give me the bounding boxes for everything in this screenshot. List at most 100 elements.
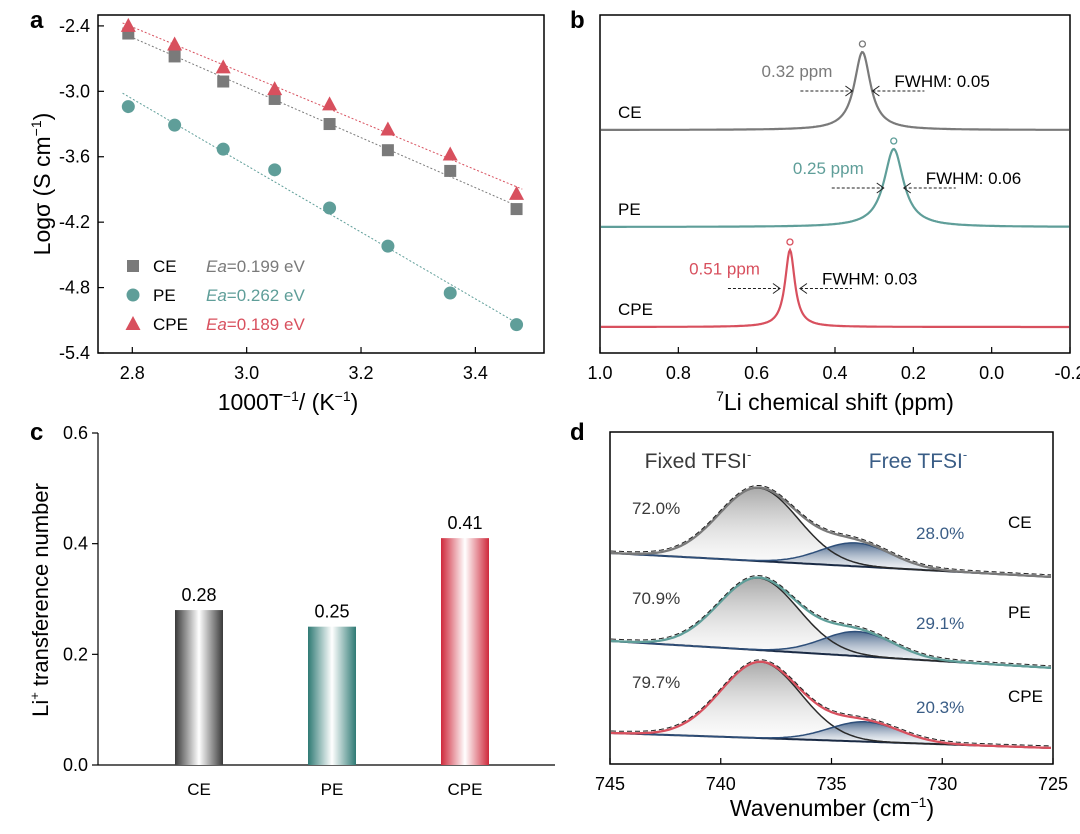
- panel-d-fixed-pct-cpe: 79.7%: [632, 673, 680, 692]
- panel-letter-c: c: [30, 419, 43, 446]
- panel-a-fit-line-pe: [122, 92, 523, 327]
- panel-a-ytick-label: -4.8: [59, 278, 90, 298]
- panel-a-point-cpe: [380, 121, 396, 136]
- panel-d-header-fixed: Fixed TFSI-: [645, 447, 752, 473]
- panel-b-fwhm-label-pe: FWHM: 0.06: [926, 169, 1021, 188]
- panel-d-free-area-pe: [611, 631, 1051, 668]
- panel-d-fixed-area-ce: [611, 488, 1051, 577]
- panel-a-point-cpe: [215, 59, 231, 74]
- panel-b-xlabel: 7Li chemical shift (ppm): [716, 388, 954, 415]
- panel-a-point-ce: [268, 92, 281, 105]
- panel-letter-a: a: [30, 7, 44, 34]
- panel-a-point-cpe: [167, 36, 183, 51]
- panel-a-legend-ea-cpe: Ea=0.189 eV: [206, 315, 305, 334]
- panel-b-arrowhead-left: [845, 85, 854, 97]
- panel-d-envelope-ce: [610, 485, 1052, 576]
- panel-d-xtick-label: 740: [706, 774, 736, 794]
- panel-c-category-label-ce: CE: [187, 780, 211, 799]
- panel-a-xtick-label: 3.0: [234, 363, 259, 383]
- panel-c-ylabel: Li+ transference number: [27, 483, 53, 717]
- panel-b-xtick-label: 0.2: [901, 363, 926, 383]
- panel-d-free-pct-cpe: 20.3%: [916, 698, 964, 717]
- panel-a-point-cpe: [120, 17, 136, 32]
- panel-a-point-cpe: [509, 185, 525, 200]
- panel-a-point-pe: [121, 100, 135, 114]
- panel-a-legend-ea-pe: Ea=0.262 eV: [206, 286, 305, 305]
- panel-d-sample-label-ce: CE: [1008, 513, 1032, 532]
- panel-a-frame: [97, 14, 545, 354]
- panel-letter-d: d: [570, 419, 585, 446]
- panel-a-xtick-label: 3.2: [349, 363, 374, 383]
- panel-letter-b: b: [570, 7, 585, 34]
- panel-a-point-cpe: [322, 96, 338, 111]
- panel-d-fixed-area-pe: [611, 578, 1051, 668]
- panel-b-sample-label-pe: PE: [618, 200, 641, 219]
- panel-a-legend-label-pe: PE: [153, 286, 176, 305]
- panel-d-xtick-label: 730: [927, 774, 957, 794]
- panel-a-legend-marker-pe: [126, 288, 140, 302]
- panel-c-ytick-label: 0.0: [63, 755, 88, 775]
- panel-a-ytick-label: -3.0: [59, 81, 90, 101]
- panel-a-point-pe: [381, 239, 395, 253]
- panel-b-fwhm-label-cpe: FWHM: 0.03: [822, 270, 917, 289]
- panel-d-raman-fits: 745 740 735 730 725 72.0% 28.0% CE 70.9% 29.1% PE…: [595, 431, 1068, 821]
- panel-d-xlabel: Wavenumber (cm−1): [730, 794, 934, 821]
- panel-a-ytick-label: -4.2: [59, 212, 90, 232]
- panel-d-xtick-label: 745: [595, 774, 625, 794]
- panel-a-point-pe: [443, 286, 457, 300]
- panel-b-arrowhead-right: [799, 283, 808, 294]
- panel-a-legend-label-cpe: CPE: [153, 315, 188, 334]
- panel-b-arrowhead-left: [876, 182, 885, 194]
- panel-c-category-label-pe: PE: [321, 780, 344, 799]
- panel-c-ytick-label: 0.4: [63, 534, 88, 554]
- panel-d-fixed-pct-ce: 72.0%: [632, 499, 680, 518]
- panel-b-xtick-label: 1.0: [587, 363, 612, 383]
- panel-d-spectrum-pe: [610, 576, 1052, 670]
- panel-d-envelope-cpe: [611, 659, 1051, 747]
- panel-a-point-pe: [268, 163, 282, 177]
- panel-b-peak-marker-cpe: [786, 238, 794, 246]
- panel-b-xtick-label: 0.6: [744, 363, 769, 383]
- panel-b-spectrum-pe: [601, 147, 1070, 228]
- panel-d-spectrum-ce: [610, 486, 1052, 579]
- panel-d-free-pct-ce: 28.0%: [916, 524, 964, 543]
- panel-a-ylabel: Logσ (S cm−1): [28, 113, 55, 256]
- panel-c-bar-pe: [308, 626, 356, 765]
- panel-a-ytick-label: -3.6: [59, 147, 90, 167]
- panel-b-peak-label-pe: 0.25 ppm: [793, 159, 864, 178]
- panel-d-fixed-area-cpe: [611, 662, 1051, 748]
- panel-b-xtick-label: -0.2: [1054, 363, 1080, 383]
- panel-a-fit-line-ce: [122, 32, 523, 209]
- panel-c-transference-bars: 0.0 0.2 0.4 0.6 0.28 CE 0.25 PE 0.41 CPE Li+ tra…: [27, 423, 555, 799]
- panel-a-point-ce: [444, 164, 457, 177]
- panel-a-ytick-label: -2.4: [59, 16, 90, 36]
- panel-a-xtick-label: 3.4: [463, 363, 488, 383]
- panel-d-spectrum-cpe: [611, 660, 1051, 750]
- panel-a-point-pe: [510, 318, 524, 332]
- panel-b-arrowhead-right: [871, 85, 880, 97]
- panel-a-point-pe: [323, 201, 337, 215]
- panel-a-point-ce: [510, 203, 523, 216]
- panel-a-legend-marker-cpe: [125, 316, 141, 330]
- panel-b-arrowhead-left: [772, 283, 781, 294]
- panel-a-point-pe: [216, 142, 230, 156]
- panel-b-nmr-spectra: 1.0 0.8 0.6 0.4 0.2 0.0 -0.2 CE 0.32 ppm FWHM: 0…: [587, 14, 1080, 415]
- panel-a-legend-ea-ce: Ea=0.199 eV: [206, 257, 305, 276]
- panel-a-point-ce: [381, 144, 394, 157]
- panel-b-spectrum-cpe: [601, 247, 1069, 329]
- panel-b-sample-label-cpe: CPE: [618, 300, 653, 319]
- panel-a-xlabel: 1000T−1/ (K−1): [218, 388, 359, 415]
- panel-b-spectrum-ce: [601, 50, 1069, 131]
- panel-c-bar-ce: [175, 610, 223, 765]
- panel-d-xtick-label: 735: [816, 774, 846, 794]
- panel-a-xtick-label: 2.8: [120, 363, 145, 383]
- panel-c-value-label-ce: 0.28: [181, 585, 216, 605]
- panel-c-value-label-cpe: 0.41: [447, 513, 482, 533]
- panel-b-fwhm-label-ce: FWHM: 0.05: [894, 72, 989, 91]
- panel-a-point-ce: [168, 50, 181, 63]
- panel-d-fixed-pct-pe: 70.9%: [632, 589, 680, 608]
- panel-a-legend-marker-ce: [127, 260, 139, 272]
- panel-c-category-label-cpe: CPE: [448, 780, 483, 799]
- panel-a-legend-label-ce: CE: [153, 257, 177, 276]
- panel-a-point-ce: [323, 118, 336, 131]
